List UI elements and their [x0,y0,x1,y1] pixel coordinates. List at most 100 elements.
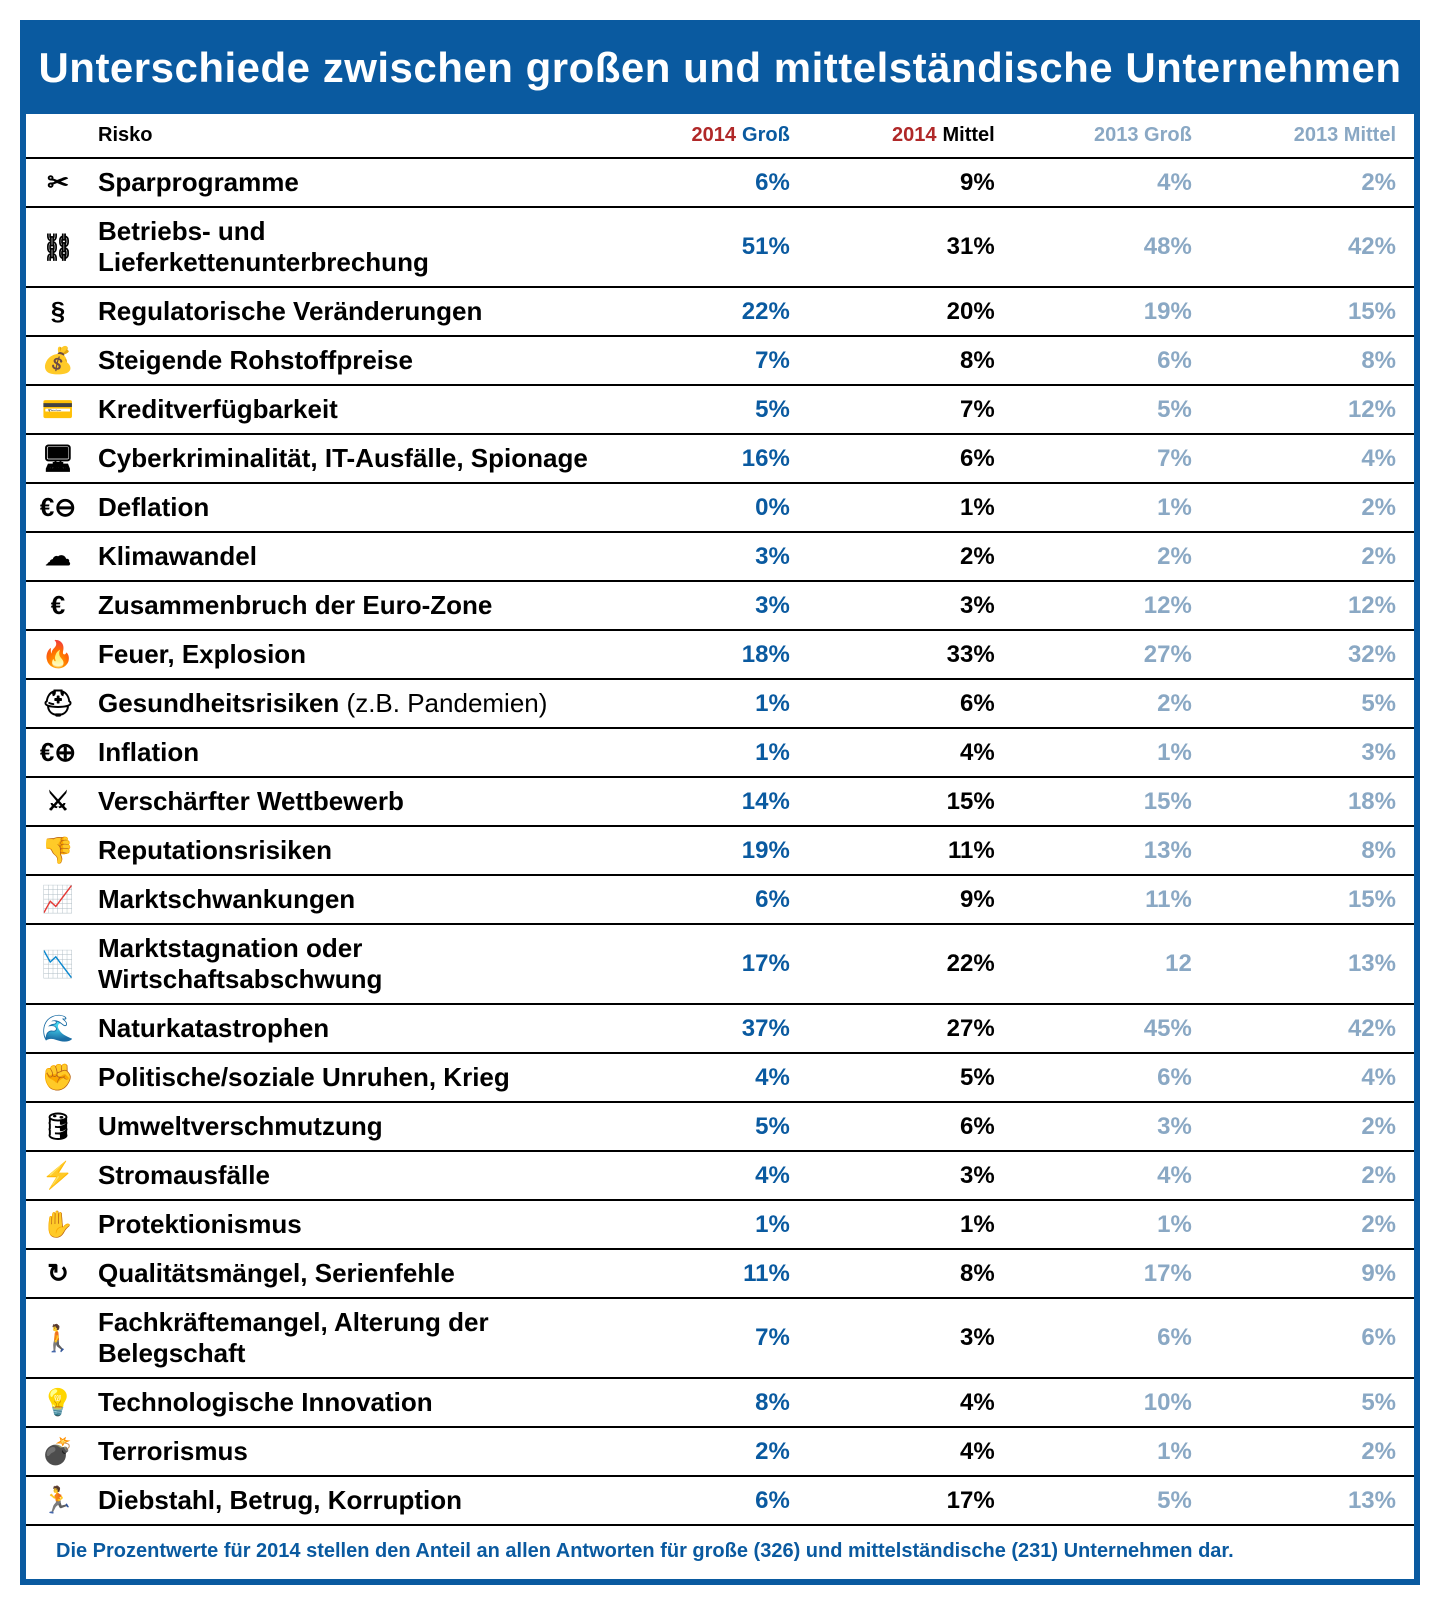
table-row: 💣Terrorismus2%4%1%2% [26,1427,1414,1476]
risk-label: Marktstagnation oder Wirtschaftsabschwun… [90,924,610,1004]
value-m2014: 5% [808,1053,1013,1102]
recall-icon: ↻ [26,1249,90,1298]
risk-text: Technologische Innovation [98,1387,433,1417]
euro-down-icon: €⊖ [26,483,90,532]
risk-text: Gesundheitsrisiken [98,688,339,718]
value-m2014: 6% [808,679,1013,728]
value-g2013: 6% [1013,1298,1210,1378]
fluctuation-icon: 📈 [26,875,90,924]
value-m2014: 3% [808,1151,1013,1200]
value-m2014: 11% [808,826,1013,875]
table-row: ✊Politische/soziale Unruhen, Krieg4%5%6%… [26,1053,1414,1102]
table-row: €⊖Deflation0%1%1%2% [26,483,1414,532]
risk-label: Qualitätsmängel, Serienfehle [90,1249,610,1298]
table-row: €⊕Inflation1%4%1%3% [26,728,1414,777]
risk-text: Stromausfälle [98,1160,270,1190]
table-row: 💰Steigende Rohstoffpreise7%8%6%8% [26,336,1414,385]
value-m2014: 22% [808,924,1013,1004]
risk-label: Umweltverschmutzung [90,1102,610,1151]
value-m2013: 2% [1210,1427,1414,1476]
value-m2014: 9% [808,158,1013,207]
value-m2014: 2% [808,532,1013,581]
euro-up-icon: €⊕ [26,728,90,777]
value-g2014: 1% [610,1200,808,1249]
risk-table: Risko 2014Groß 2014Mittel 2013 Groß 2013… [26,114,1414,1526]
value-m2014: 8% [808,1249,1013,1298]
value-g2014: 6% [610,1476,808,1525]
value-g2014: 4% [610,1151,808,1200]
value-g2013: 48% [1013,207,1210,287]
table-row: €Zusammenbruch der Euro-Zone3%3%12%12% [26,581,1414,630]
value-m2013: 42% [1210,207,1414,287]
value-g2013: 17% [1013,1249,1210,1298]
value-g2013: 27% [1013,630,1210,679]
risk-text: Cyberkriminalität, IT-Ausfälle, Spionage [98,443,588,473]
table-row: ⚡Stromausfälle4%3%4%2% [26,1151,1414,1200]
value-m2013: 5% [1210,679,1414,728]
value-m2013: 6% [1210,1298,1414,1378]
table-row: ✋Protektionismus1%1%1%2% [26,1200,1414,1249]
risk-label: Cyberkriminalität, IT-Ausfälle, Spionage [90,434,610,483]
value-m2014: 9% [808,875,1013,924]
value-m2013: 4% [1210,1053,1414,1102]
value-g2014: 18% [610,630,808,679]
risk-text: Fachkräftemangel, Alterung der Belegscha… [98,1307,489,1368]
fire-icon: 🔥 [26,630,90,679]
risk-label: Stromausfälle [90,1151,610,1200]
value-g2013: 1% [1013,728,1210,777]
table-row: ⚔Verschärfter Wettbewerb14%15%15%18% [26,777,1414,826]
risk-text: Reputationsrisiken [98,835,332,865]
chain-icon: ⛓ [26,207,90,287]
scissors-icon: ✂ [26,158,90,207]
value-g2013: 10% [1013,1378,1210,1427]
value-g2014: 5% [610,1102,808,1151]
risk-text: Betriebs- und Lieferkettenunterbrechung [98,216,429,277]
value-g2014: 1% [610,679,808,728]
table-row: §Regulatorische Veränderungen22%20%19%15… [26,287,1414,336]
value-g2013: 12% [1013,581,1210,630]
value-g2013: 11% [1013,875,1210,924]
risk-text: Deflation [98,492,209,522]
value-m2013: 8% [1210,336,1414,385]
stagnation-icon: 📉 [26,924,90,1004]
risk-text: Umweltverschmutzung [98,1111,383,1141]
risk-label: Fachkräftemangel, Alterung der Belegscha… [90,1298,610,1378]
value-g2014: 3% [610,532,808,581]
value-m2014: 3% [808,1298,1013,1378]
value-g2014: 19% [610,826,808,875]
value-g2013: 12 [1013,924,1210,1004]
table-row: 🏃Diebstahl, Betrug, Korruption6%17%5%13% [26,1476,1414,1525]
risk-text: Naturkatastrophen [98,1013,329,1043]
table-row: 💳Kreditverfügbarkeit5%7%5%12% [26,385,1414,434]
value-m2013: 12% [1210,385,1414,434]
risk-text: Protektionismus [98,1209,302,1239]
risk-label: Sparprogramme [90,158,610,207]
value-g2014: 5% [610,385,808,434]
risk-text: Feuer, Explosion [98,639,306,669]
risk-text: Regulatorische Veränderungen [98,296,482,326]
risk-label: Klimawandel [90,532,610,581]
risk-label: Diebstahl, Betrug, Korruption [90,1476,610,1525]
table-container: Unterschiede zwischen großen und mittels… [20,20,1420,1585]
value-g2013: 4% [1013,158,1210,207]
value-g2014: 8% [610,1378,808,1427]
value-g2013: 4% [1013,1151,1210,1200]
value-m2013: 15% [1210,287,1414,336]
value-g2013: 5% [1013,385,1210,434]
value-m2013: 8% [1210,826,1414,875]
value-g2014: 3% [610,581,808,630]
value-m2014: 8% [808,336,1013,385]
table-row: 📉Marktstagnation oder Wirtschaftsabschwu… [26,924,1414,1004]
header-2013-mittel: 2013 Mittel [1210,114,1414,158]
value-m2013: 18% [1210,777,1414,826]
paragraph-icon: § [26,287,90,336]
table-row: 📈Marktschwankungen6%9%11%15% [26,875,1414,924]
risk-text: Marktstagnation oder Wirtschaftsabschwun… [98,933,382,994]
value-g2014: 37% [610,1004,808,1053]
risk-label: Reputationsrisiken [90,826,610,875]
value-g2014: 7% [610,336,808,385]
value-g2013: 2% [1013,532,1210,581]
euro-broken-icon: € [26,581,90,630]
value-g2013: 15% [1013,777,1210,826]
value-g2014: 6% [610,158,808,207]
